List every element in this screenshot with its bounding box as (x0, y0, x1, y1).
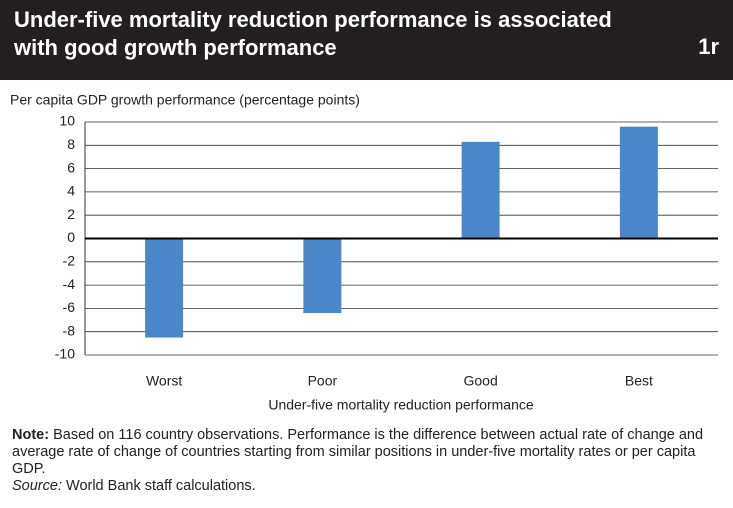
source-text: World Bank staff calculations. (66, 478, 256, 494)
y-tick-label: 10 (59, 113, 75, 129)
x-axis-label: Under-five mortality reduction performan… (268, 397, 534, 413)
header: Under-five mortality reduction performan… (0, 0, 733, 80)
y-tick-label: 6 (67, 159, 75, 175)
x-tick-label: Good (464, 373, 498, 389)
chart-title: Under-five mortality reduction performan… (14, 7, 612, 60)
x-tick-label: Best (625, 373, 653, 389)
x-tick-label: Poor (308, 373, 338, 389)
x-tick-label: Worst (146, 373, 182, 389)
y-tick-label: -8 (63, 322, 76, 338)
y-tick-label: -6 (63, 299, 76, 315)
source-label: Source: (12, 478, 62, 494)
note-label: Note: (12, 427, 50, 443)
y-axis-label: Per capita GDP growth performance (perce… (10, 92, 360, 108)
note-text: Based on 116 country observations. Perfo… (12, 427, 704, 477)
bar (619, 126, 658, 239)
figure-label: 1r (698, 34, 719, 59)
bar (303, 238, 342, 314)
bar (145, 238, 184, 338)
y-tick-label: -10 (55, 346, 75, 362)
note: Note: Based on 116 country observations.… (12, 427, 724, 495)
bar (461, 141, 500, 239)
y-tick-label: 0 (67, 229, 75, 245)
chart: Per capita GDP growth performance (perce… (10, 92, 718, 413)
y-tick-label: 4 (67, 183, 75, 199)
y-tick-label: 2 (67, 206, 75, 222)
y-tick-label: -2 (63, 253, 76, 269)
y-tick-label: 8 (67, 136, 75, 152)
y-tick-label: -4 (63, 276, 76, 292)
